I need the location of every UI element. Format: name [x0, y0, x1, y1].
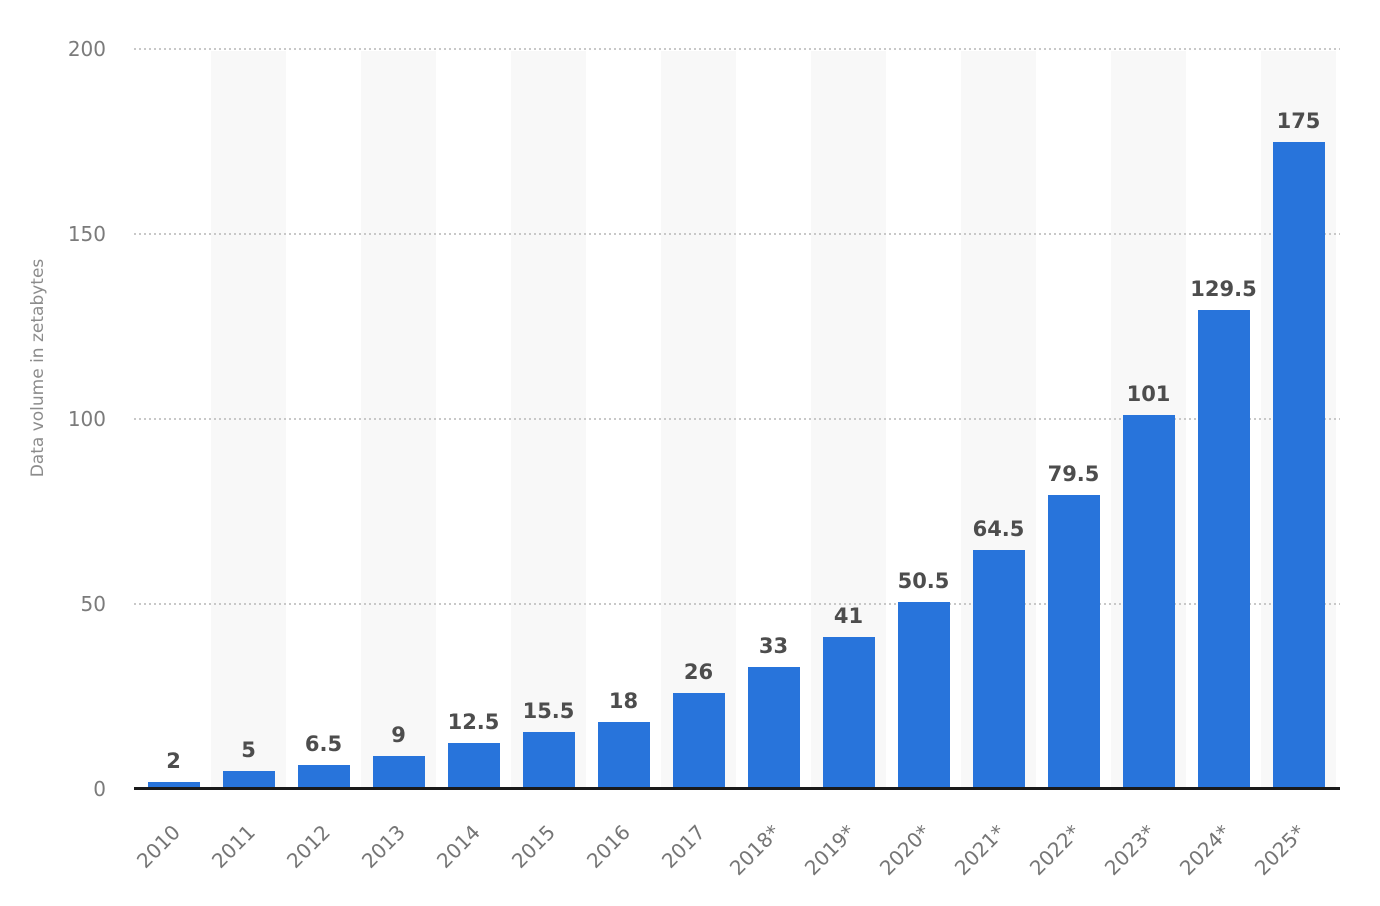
gridline	[134, 48, 1340, 50]
bar-2024[interactable]	[1197, 309, 1250, 789]
y-axis-title: Data volume in zetabytes	[28, 258, 48, 478]
x-tick-label: 2020*	[874, 820, 935, 881]
column-stripe	[661, 51, 736, 789]
value-label: 2	[166, 748, 181, 773]
x-tick-label: 2016	[581, 820, 635, 873]
bar-2012[interactable]	[297, 764, 350, 789]
y-tick-label: 200	[67, 37, 106, 61]
x-tick-label: 2010	[131, 820, 185, 873]
bar-2011[interactable]	[222, 770, 275, 789]
y-tick-label: 150	[67, 222, 106, 246]
column-stripe	[211, 51, 286, 789]
value-label: 129.5	[1190, 276, 1257, 301]
value-label: 33	[758, 633, 789, 658]
x-tick-label: 2015	[506, 820, 560, 873]
value-label: 12.5	[447, 709, 500, 734]
x-tick-label: 2018*	[724, 820, 785, 881]
value-label: 41	[833, 604, 864, 629]
bar-2023[interactable]	[1122, 415, 1175, 789]
value-label: 64.5	[972, 517, 1025, 542]
x-tick-label: 2012	[281, 820, 335, 873]
bar-2018[interactable]	[747, 666, 800, 789]
x-tick-label: 2014	[431, 820, 485, 873]
y-tick-label: 0	[93, 777, 106, 801]
value-label: 9	[391, 722, 406, 747]
bar-2013[interactable]	[372, 755, 425, 789]
plot-area: 2 5 6.5 9 12.5 15.5 18 26 33 41 50.5 64.5 79.5 101 129…	[134, 48, 1340, 790]
x-axis-line	[134, 787, 1340, 790]
gridline	[134, 603, 1340, 605]
x-tick-label: 2021*	[949, 820, 1010, 881]
bar-2014[interactable]	[447, 742, 500, 789]
value-label: 79.5	[1047, 461, 1100, 486]
value-label: 175	[1276, 108, 1321, 133]
value-label: 6.5	[304, 731, 343, 756]
value-label: 18	[608, 689, 639, 714]
bar-2017[interactable]	[672, 692, 725, 789]
value-label: 50.5	[897, 569, 950, 594]
y-tick-label: 50	[80, 592, 106, 616]
bar-2022[interactable]	[1047, 494, 1100, 789]
x-tick-label: 2017	[656, 820, 710, 873]
x-tick-label: 2013	[356, 820, 410, 873]
x-tick-label: 2025*	[1249, 820, 1310, 881]
bar-2010[interactable]	[147, 781, 200, 789]
x-tick-label: 2023*	[1099, 820, 1160, 881]
gridline	[134, 233, 1340, 235]
bar-2015[interactable]	[522, 731, 575, 789]
value-label: 26	[683, 659, 714, 684]
column-stripe	[361, 51, 436, 789]
x-tick-label: 2011	[206, 820, 260, 873]
value-label: 5	[241, 737, 256, 762]
column-stripe	[511, 51, 586, 789]
x-tick-label: 2019*	[799, 820, 860, 881]
bar-2025[interactable]	[1272, 141, 1325, 789]
value-label: 15.5	[522, 698, 575, 723]
y-tick-label: 100	[67, 407, 106, 431]
x-tick-label: 2024*	[1174, 820, 1235, 881]
bar-2019[interactable]	[822, 637, 875, 789]
bar-2016[interactable]	[597, 722, 650, 789]
x-tick-label: 2022*	[1024, 820, 1085, 881]
bar-2021[interactable]	[972, 550, 1025, 789]
gridline	[134, 418, 1340, 420]
bar-2020[interactable]	[897, 602, 950, 789]
value-label: 101	[1126, 382, 1171, 407]
